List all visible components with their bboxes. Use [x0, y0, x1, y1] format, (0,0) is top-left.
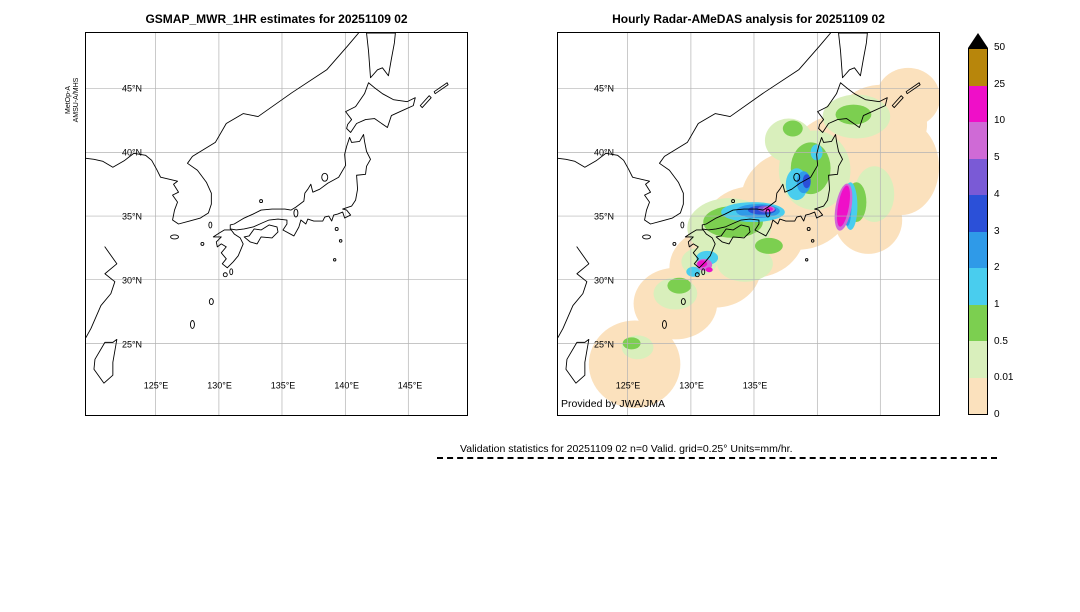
lat-tick-label: 35°N — [121, 211, 143, 222]
lon-tick-label: 130°E — [679, 380, 704, 391]
colorbar-segment — [969, 341, 987, 378]
lat-tick-label: 30°N — [121, 275, 143, 286]
lat-tick-label: 45°N — [121, 83, 143, 94]
precip-shading — [588, 67, 939, 409]
colorbar-segment — [969, 268, 987, 305]
colorbar-tick-label: 25 — [994, 78, 1006, 90]
lat-tick-label: 25°N — [121, 339, 143, 350]
colorbar-tick-label: 1 — [994, 298, 1000, 310]
colorbar-segment — [969, 85, 987, 122]
colorbar-tick-label: 5 — [994, 152, 1000, 164]
radar-map: Provided by JWA/JMA 45°N 40°N 35°N 30°N 25°N… — [557, 32, 940, 416]
sensor-name: MetOp-A — [65, 86, 72, 115]
lon-tick-label: 135°E — [742, 380, 768, 391]
colorbar-segment — [969, 122, 987, 159]
instrument-name: AMSU-A/MHS — [73, 77, 80, 123]
colorbar-segment — [969, 231, 987, 268]
validation-statistics-text: Validation statistics for 20251109 02 n=… — [460, 443, 793, 455]
lon-tick-label: 135°E — [270, 380, 296, 391]
lon-tick-label: 145°E — [397, 380, 423, 391]
gsmap-panel-title: GSMAP_MWR_1HR estimates for 20251109 02 — [145, 12, 408, 26]
lat-tick-label: 30°N — [593, 275, 615, 286]
radar-panel-title: Hourly Radar-AMeDAS analysis for 2025110… — [612, 12, 885, 26]
lat-tick-label: 25°N — [593, 339, 615, 350]
over-max-triangle-icon — [968, 33, 988, 48]
gsmap-map: 45°N 40°N 35°N 30°N 25°N 125°E 130°E 135°E 140°E… — [85, 32, 468, 416]
colorbar-labels: 50 25 10 5 4 3 2 1 0.5 0.01 0 — [994, 33, 1038, 420]
colorbar-tick-label: 0.5 — [994, 335, 1008, 347]
colorbar-tick-label: 0.01 — [994, 372, 1014, 384]
lat-tick-label: 40°N — [593, 147, 615, 158]
lon-tick-label: 140°E — [334, 380, 359, 391]
gsmap-map-canvas — [86, 33, 467, 415]
data-credit: Provided by JWA/JMA — [561, 398, 666, 410]
colorbar-segment — [969, 49, 987, 86]
colorbar-segment — [969, 377, 987, 414]
colorbar: 50 25 10 5 4 3 2 1 0.5 0.01 0 — [968, 33, 1038, 420]
colorbar-tick-label: 50 — [994, 42, 1006, 53]
footer-dashed-line — [437, 457, 997, 459]
colorbar-segment — [969, 158, 987, 195]
colorbar-tick-label: 3 — [994, 225, 1000, 237]
colorbar-tick-label: 10 — [994, 115, 1006, 127]
colorbar-tick-label: 0 — [994, 409, 1000, 420]
lon-tick-label: 125°E — [615, 380, 641, 391]
radar-map-canvas — [558, 33, 939, 415]
lat-tick-label: 45°N — [593, 83, 615, 94]
sensor-side-label: MetOp-A AMSU-A/MHS — [65, 65, 81, 135]
lon-tick-label: 130°E — [207, 380, 232, 391]
lat-tick-label: 40°N — [121, 147, 143, 158]
colorbar-tick-label: 4 — [994, 188, 1000, 200]
colorbar-segment — [969, 304, 987, 341]
colorbar-segments — [968, 48, 988, 415]
lat-tick-label: 35°N — [593, 211, 615, 222]
colorbar-segment — [969, 195, 987, 232]
colorbar-tick-label: 2 — [994, 262, 1000, 274]
lon-tick-label: 125°E — [143, 380, 169, 391]
